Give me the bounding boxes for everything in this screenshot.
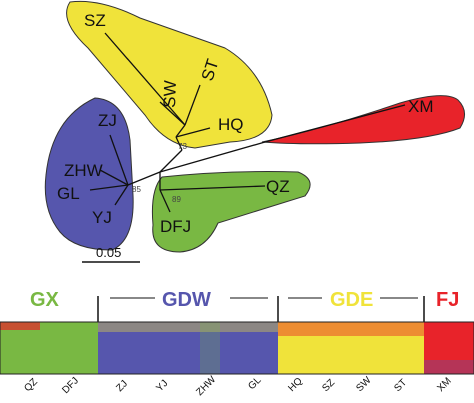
pop-label-qz: QZ [22, 377, 40, 395]
group-label-gx: GX [30, 289, 60, 311]
leaf-label-zhw: ZHW [64, 161, 103, 180]
pop-label-yj: YJ [154, 378, 170, 394]
cluster-red-hull [261, 95, 465, 145]
group-label-gdw: GDW [162, 289, 211, 311]
cluster-blue-hull [44, 97, 134, 251]
bootstrap-green: 89 [172, 195, 181, 204]
pop-label-sz: SZ [320, 377, 337, 394]
pop-label-zj: ZJ [114, 378, 130, 394]
pop-label-st: ST [392, 377, 409, 394]
leaf-label-zj: ZJ [98, 111, 117, 130]
pop-label-xm: XM [435, 376, 453, 394]
leaf-label-qz: QZ [266, 177, 290, 196]
scale-bar-label: 0.05 [96, 245, 121, 260]
leaf-label-gl: GL [57, 184, 80, 203]
pop-label-sw: SW [354, 375, 374, 395]
cluster-yellow-hull [66, 0, 273, 149]
leaf-label-hq: HQ [218, 115, 244, 134]
pop-label-dfj: DFJ [60, 375, 81, 396]
leaf-label-sz: SZ [84, 11, 106, 30]
pop-label-zhw: ZHW [194, 374, 218, 398]
group-label-fj: FJ [436, 289, 459, 311]
leaf-label-xm: XM [408, 97, 434, 116]
structure-barplot [0, 321, 474, 375]
tree-branches [89, 32, 406, 213]
group-label-gde: GDE [330, 289, 373, 311]
leaf-label-yj: YJ [92, 208, 112, 227]
leaf-label-dfj: DFJ [160, 217, 191, 236]
pop-label-gl: GL [246, 375, 264, 393]
bootstrap-blue: 85 [132, 185, 141, 194]
pop-label-hq: HQ [286, 376, 305, 395]
cluster-green-hull [151, 171, 311, 253]
leaf-label-sw: SW [160, 80, 180, 108]
bootstrap-yellow: 73 [178, 142, 187, 151]
